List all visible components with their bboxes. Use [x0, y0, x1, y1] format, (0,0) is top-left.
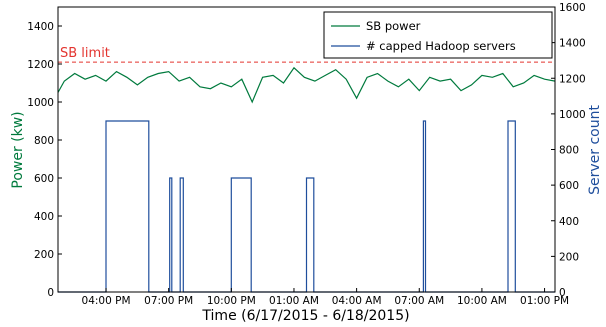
- y-axis-label-left: Power (kw): [10, 111, 26, 188]
- sb-limit-label: SB limit: [60, 46, 110, 61]
- y2-tick-label: 800: [559, 145, 579, 157]
- y-tick-label: 800: [34, 135, 54, 147]
- legend: SB power # capped Hadoop servers: [323, 11, 553, 59]
- x-tick-label: 10:00 AM: [457, 295, 507, 307]
- chart-axes: 0 200 400 600 800 1000 1200 1400 0 200 400 600 800 10…: [27, 2, 585, 307]
- y2-tick-label: 200: [559, 251, 579, 263]
- y-axis-label-right: Server count: [587, 105, 603, 195]
- y-tick-label: 1400: [27, 21, 54, 33]
- y2-tick-label: 400: [559, 216, 579, 228]
- y-tick-label: 1000: [27, 97, 54, 109]
- x-tick-label: 01:00 AM: [269, 295, 319, 307]
- x-axis-label: Time (6/17/2015 - 6/18/2015): [201, 308, 409, 324]
- y2-tick-label: 0: [559, 287, 566, 299]
- chart-traces: [57, 66, 556, 293]
- x-tick-label: 07:00 AM: [394, 295, 444, 307]
- y-tick-label: 200: [34, 249, 54, 261]
- x-tick-label: 07:00 PM: [144, 295, 193, 307]
- y-tick-label: 600: [34, 173, 54, 185]
- series-capped-servers-line: [58, 120, 555, 293]
- x-tick-label: 10:00 PM: [207, 295, 256, 307]
- y2-tick-label: 1600: [559, 2, 586, 14]
- y2-tick-label: 1400: [559, 38, 586, 50]
- y-tick-label: 1200: [27, 59, 54, 71]
- series-sb-power-line: [57, 66, 556, 104]
- legend-label-capped-servers: # capped Hadoop servers: [366, 39, 516, 53]
- y-tick-label: 0: [47, 287, 54, 299]
- legend-box: [323, 11, 553, 59]
- y2-tick-label: 1200: [559, 73, 586, 85]
- y2-tick-label: 600: [559, 180, 579, 192]
- x-tick-label: 01:00 PM: [520, 295, 569, 307]
- x-tick-label: 04:00 PM: [82, 295, 131, 307]
- x-tick-label: 04:00 AM: [332, 295, 382, 307]
- y2-tick-label: 1000: [559, 109, 586, 121]
- y-tick-label: 400: [34, 211, 54, 223]
- legend-label-sb-power: SB power: [366, 19, 421, 33]
